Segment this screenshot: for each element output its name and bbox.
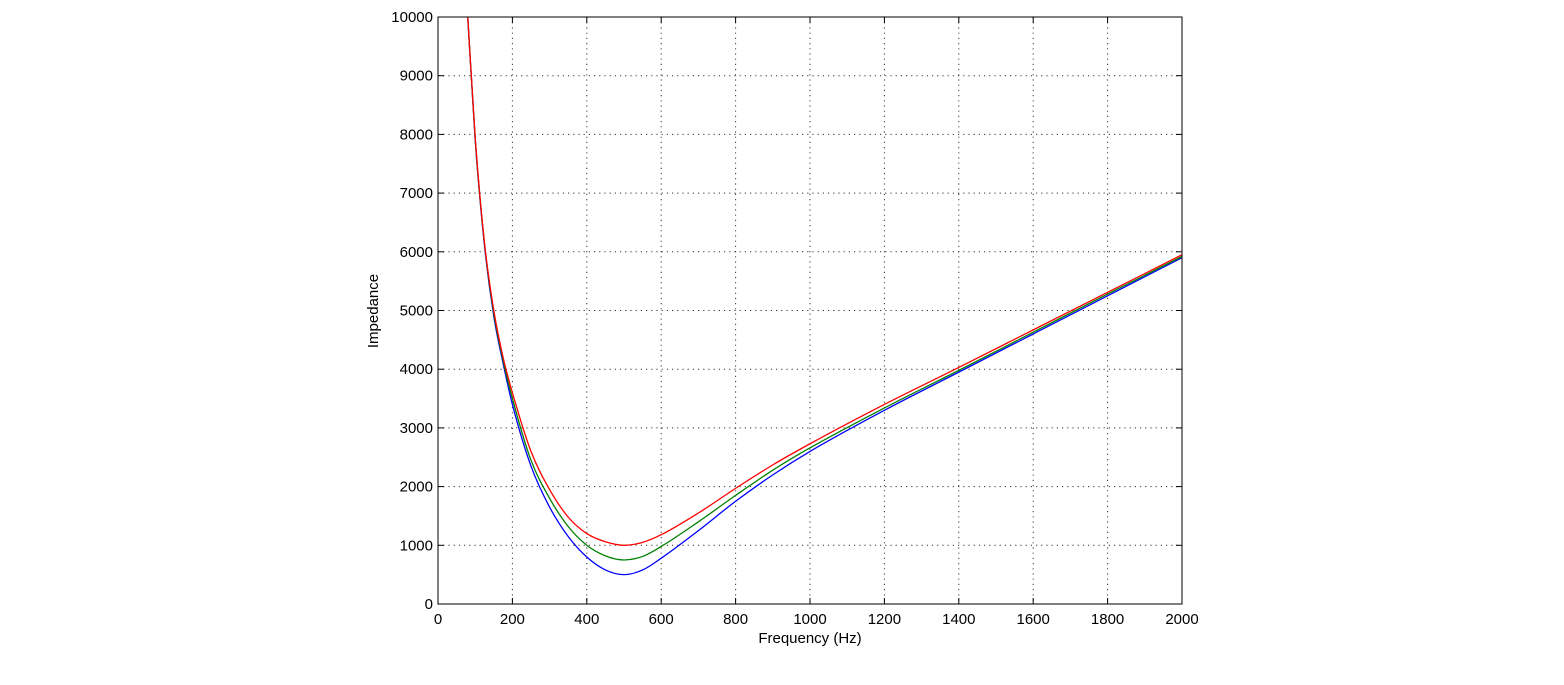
x-tick-label: 600 bbox=[649, 611, 674, 628]
x-tick-label: 1400 bbox=[942, 611, 975, 628]
x-tick-label: 1600 bbox=[1017, 611, 1050, 628]
y-axis-label: Impedance bbox=[365, 274, 382, 348]
series-line-2 bbox=[467, 16, 1183, 561]
y-tick-label: 6000 bbox=[400, 244, 433, 261]
series-line-3 bbox=[467, 16, 1183, 546]
x-tick-label: 1800 bbox=[1091, 611, 1124, 628]
x-tick-label: 200 bbox=[500, 611, 525, 628]
y-tick-label: 10000 bbox=[391, 9, 433, 26]
y-tick-label: 3000 bbox=[400, 420, 433, 437]
x-tick-label: 1000 bbox=[793, 611, 826, 628]
y-tick-label: 4000 bbox=[400, 361, 433, 378]
x-tick-label: 800 bbox=[723, 611, 748, 628]
y-tick-label: 9000 bbox=[400, 68, 433, 85]
y-tick-label: 1000 bbox=[400, 537, 433, 554]
x-axis-label: Frequency (Hz) bbox=[758, 630, 861, 647]
axis-ticks: 0 200 400 600 800 1000 1200 1400 1600 1800 2000 0 10… bbox=[391, 9, 1198, 628]
y-tick-label: 8000 bbox=[400, 126, 433, 143]
y-tick-label: 2000 bbox=[400, 479, 433, 496]
x-tick-label: 400 bbox=[574, 611, 599, 628]
x-tick-label: 1200 bbox=[868, 611, 901, 628]
series-line-1 bbox=[467, 16, 1183, 576]
x-tick-label: 2000 bbox=[1165, 611, 1198, 628]
grid bbox=[438, 17, 1182, 604]
plot-series bbox=[467, 16, 1183, 576]
x-tick-label: 0 bbox=[434, 611, 442, 628]
y-tick-label: 5000 bbox=[400, 303, 433, 320]
y-tick-label: 7000 bbox=[400, 185, 433, 202]
y-tick-label: 0 bbox=[425, 596, 433, 613]
